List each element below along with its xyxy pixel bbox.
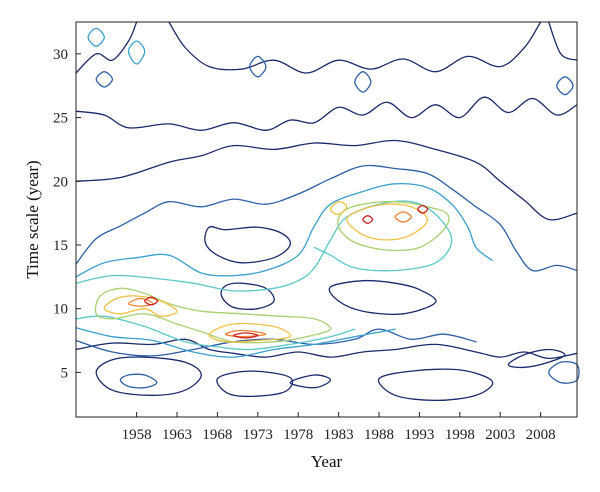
y-tick-label: 10 [53,302,68,318]
contour-line-level-1 [507,348,566,369]
y-tick-label: 20 [53,174,68,190]
contour-line-level-8 [232,332,259,339]
plot-frame [75,21,578,418]
contour-line-level-8 [144,296,159,306]
y-tick-label: 30 [53,47,68,63]
contour-line-level-2 [119,373,158,389]
x-tick-label: 1998 [445,427,475,443]
x-tick-label: 1978 [283,427,313,443]
contour-line-level-1 [377,368,494,402]
contour-line-level-8 [417,204,429,214]
contour-line-level-2 [556,76,574,96]
contour-line-level-6 [329,201,348,216]
contour-line-level-6 [346,203,429,241]
contour-line-level-1 [75,139,578,221]
contour-line-level-1 [204,225,292,264]
contour-line-level-1 [548,21,578,61]
contour-line-level-8 [362,215,374,224]
x-tick-label: 1973 [243,427,273,443]
x-tick-label: 1988 [364,427,394,443]
x-tick-label: 1968 [202,427,232,443]
contour-line-level-1 [216,370,294,398]
x-axis-title: Year [311,452,343,471]
contour-line-level-2 [95,71,114,88]
contour-line-level-2 [548,360,580,384]
contour-line-level-1 [289,374,332,389]
x-axis: 1958 1963 1968 1973 1978 1983 1988 1993 1998 2003… [122,412,556,443]
x-tick-label: 1993 [404,427,434,443]
contour-line-level-5 [337,200,450,252]
y-tick-label: 25 [53,111,68,127]
contour-line-level-2 [354,71,372,93]
x-tick-label: 1963 [162,427,192,443]
contour-line-level-3 [75,183,493,278]
contour-line-level-1 [328,279,437,315]
contour-line-level-1 [75,96,578,131]
y-axis-title: Time scale (year) [23,160,42,278]
contour-lines [75,21,580,402]
x-tick-label: 2003 [485,427,515,443]
contour-line-level-6 [103,295,178,317]
x-tick-label: 1983 [324,427,354,443]
contour-line-level-2 [75,164,578,272]
x-tick-label: 2008 [526,427,556,443]
contour-line-level-1 [75,338,578,360]
contour-line-level-7 [394,211,412,223]
contour-line-level-2 [249,55,267,78]
contour-line-level-1 [220,282,275,310]
contour-line-level-3 [75,327,396,358]
contour-line-level-7 [127,297,154,307]
contour-line-level-5 [94,287,332,344]
y-tick-label: 15 [53,238,68,254]
contour-line-level-1 [95,356,202,396]
contour-line-level-1 [168,21,542,74]
contour-line-level-3 [87,27,105,47]
y-axis: 5 10 15 20 25 30 [53,47,81,381]
contour-line-level-1 [75,21,138,74]
y-tick-label: 5 [61,365,69,381]
contour-line-level-2 [75,328,477,357]
contour-line-level-3 [127,40,146,65]
contour-line-level-4 [75,200,453,292]
contour-line-level-6 [208,322,292,343]
x-tick-label: 1958 [122,427,152,443]
